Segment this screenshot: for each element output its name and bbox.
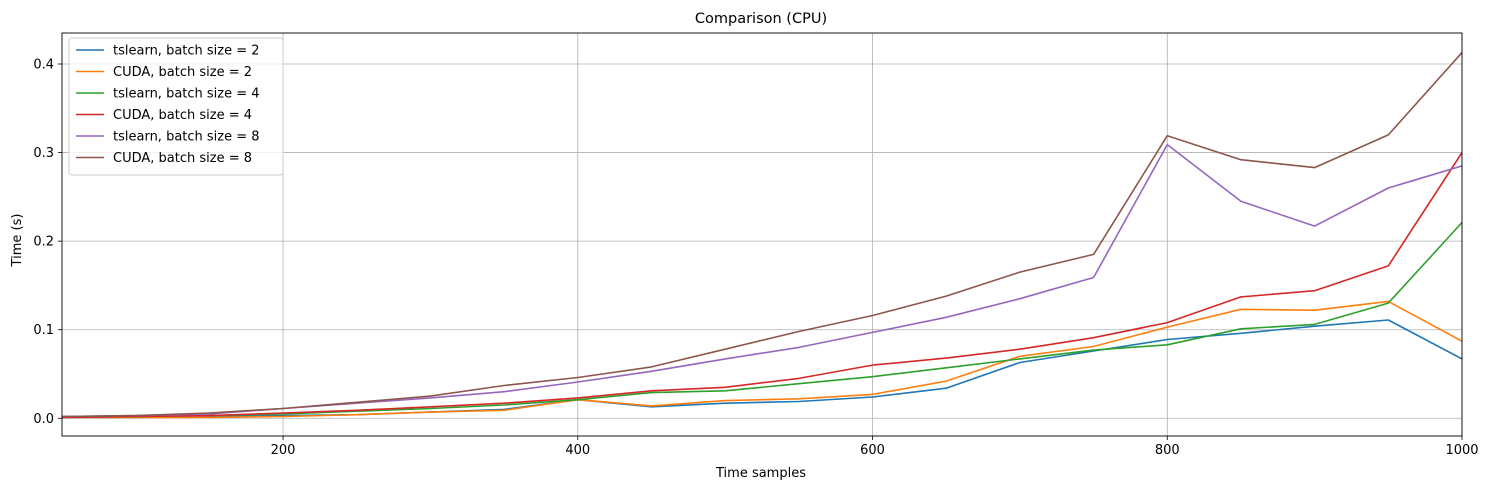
x-tick-label: 400 <box>565 443 590 458</box>
legend-label: CUDA, batch size = 2 <box>113 65 252 80</box>
x-axis-label: Time samples <box>715 466 806 481</box>
legend-label: tslearn, batch size = 2 <box>113 44 260 59</box>
series-lines <box>62 51 1462 419</box>
legend-label: tslearn, batch size = 4 <box>113 87 260 102</box>
plot-area-frame <box>61 32 1463 437</box>
series-line-2 <box>62 300 1462 419</box>
series-line-4 <box>62 152 1462 419</box>
legend-label: tslearn, batch size = 8 <box>113 130 260 145</box>
grid <box>62 33 1463 436</box>
x-tick-label: 600 <box>860 443 885 458</box>
series-line-3 <box>62 221 1462 419</box>
y-tick-label: 0.3 <box>33 146 54 161</box>
y-axis-label: Time (s) <box>10 214 25 268</box>
axes: 200 400 600 800 1000 0.0 0.1 0.2 0.3 0.4 <box>33 58 1478 459</box>
legend: tslearn, batch size = 2 CUDA, batch size … <box>68 37 284 176</box>
chart-title: Comparison (CPU) <box>695 11 827 27</box>
y-tick-label: 0.4 <box>33 58 54 73</box>
x-tick-label: 800 <box>1155 443 1180 458</box>
legend-label: CUDA, batch size = 4 <box>113 108 252 123</box>
legend-box <box>68 37 284 176</box>
y-tick-label: 0.1 <box>33 323 54 338</box>
x-tick-label: 200 <box>271 443 296 458</box>
y-tick-label: 0.2 <box>33 235 54 250</box>
x-tick-label: 1000 <box>1445 443 1478 458</box>
y-tick-label: 0.0 <box>33 412 54 427</box>
series-line-6 <box>62 51 1462 418</box>
legend-label: CUDA, batch size = 8 <box>113 151 252 166</box>
